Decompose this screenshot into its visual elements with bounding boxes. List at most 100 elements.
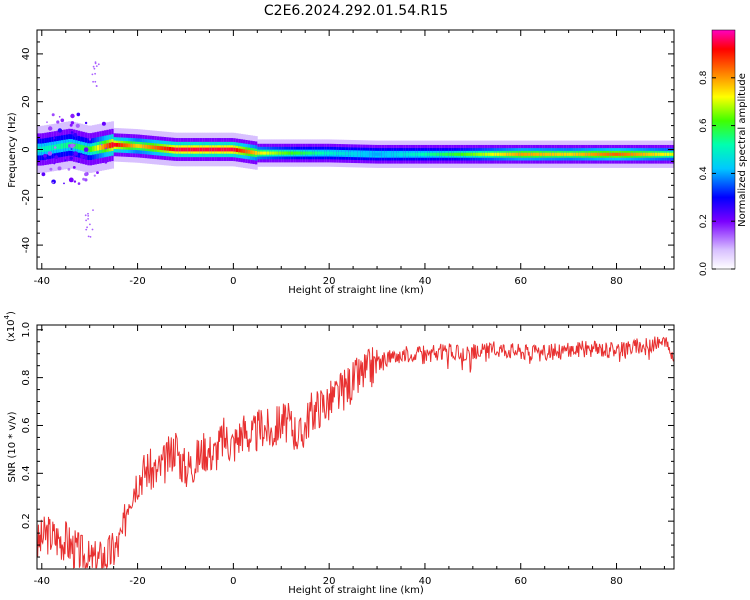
spectrogram-speckle (73, 151, 78, 156)
snr-ticks: -40 -20 0 20 40 60 80 0.2 0.4 0.6 0.8 1.0 (21, 322, 674, 587)
spectrogram-cell (137, 144, 141, 148)
spectrogram-speckle (56, 120, 60, 124)
spectrogram-cell (616, 152, 620, 156)
spectrogram-speckle (77, 182, 81, 185)
y-tick-label: 1.0 (21, 322, 32, 338)
spectrogram-cell (106, 143, 110, 149)
spectrogram-cell (401, 152, 404, 156)
spectrogram-speckle (92, 80, 94, 83)
spectrogram-cell (575, 152, 579, 156)
spectrogram-cell (513, 152, 517, 156)
spectrogram-cell (65, 142, 69, 149)
spectrogram-cell (647, 152, 651, 156)
spectrogram-cell (46, 145, 50, 152)
spectrogram-speckle (88, 138, 92, 141)
spectrogram-cell (645, 152, 649, 156)
spectrogram-cell (199, 147, 203, 152)
x-tick-label: -20 (129, 576, 145, 587)
y-tick-label: 0.2 (21, 513, 32, 529)
spectrogram-cell (532, 152, 536, 156)
spectrogram-cell (185, 147, 189, 152)
spectrogram-speckle (64, 159, 67, 162)
spectrogram-cell (120, 143, 124, 148)
spectrogram-cell (420, 152, 423, 156)
spectrogram-cell (434, 152, 438, 156)
spectrogram-cell (116, 142, 119, 147)
spectrogram-cell (87, 146, 91, 152)
snr-series-line (37, 336, 674, 569)
spectrogram-cell (44, 146, 47, 152)
spectrogram-speckle (80, 152, 82, 155)
spectrogram-cell (451, 152, 455, 156)
spectrogram-cell (41, 146, 45, 152)
spectrogram-cell (559, 152, 562, 156)
spectrogram-cell (594, 152, 598, 156)
spectrogram-cell (669, 152, 672, 156)
spectrogram-cell (94, 145, 98, 151)
spectrogram-cell (214, 147, 217, 152)
spectrogram-cell (190, 147, 194, 152)
spectrogram-speckle (51, 113, 55, 117)
spectrogram-cell (417, 152, 421, 156)
spectrogram-cell (312, 151, 316, 155)
spectrogram-cell (664, 152, 668, 156)
spectrogram-cell (666, 152, 670, 156)
snr-multiplier: (x104) (3, 311, 17, 342)
spectrogram-speckle (52, 137, 56, 140)
spectrogram-cell (520, 152, 524, 156)
spectrogram-speckle (89, 236, 92, 238)
spectrogram-cell (245, 149, 249, 154)
spectrogram-cell (523, 152, 526, 156)
x-tick-label: 20 (323, 576, 336, 587)
spectrogram-speckle (67, 167, 71, 171)
spectrogram-cell (389, 152, 392, 156)
spectrogram-cell (259, 151, 263, 155)
spectrogram-cell (602, 152, 605, 156)
spectrogram-panel: -40 -20 0 20 40 60 80 -40 -20 0 20 40 Height of str… (7, 29, 675, 296)
spectrogram-cell (96, 145, 100, 151)
spectrogram-cell (427, 152, 431, 156)
spectrogram-speckle (70, 121, 75, 125)
spectrogram-cell (561, 152, 565, 156)
spectrogram-cell (554, 152, 558, 156)
snr-ylabel: SNR (10 * v/v) (7, 411, 18, 482)
spectrogram-speckle (95, 85, 98, 87)
spectrogram-cell (487, 152, 490, 156)
x-tick-label: 60 (514, 576, 527, 587)
spectrogram-cell (503, 152, 507, 156)
spectrogram-cell (544, 152, 548, 156)
spectrogram-cell (468, 152, 471, 156)
spectrogram-cell (568, 152, 572, 156)
spectrogram-cell (104, 143, 107, 150)
spectrogram-speckle (91, 228, 94, 231)
spectrogram-speckle (53, 162, 56, 165)
spectrogram-cell (336, 151, 340, 155)
spectrogram-cell (77, 144, 81, 150)
spectrogram-cell (175, 147, 179, 152)
spectrogram-cell (288, 151, 292, 155)
spectrogram-cell (92, 146, 95, 152)
y-tick-label: 0 (21, 146, 32, 152)
spectrogram-cell (429, 152, 433, 156)
spectrogram-cell (144, 144, 148, 149)
spectrogram-speckle (70, 143, 75, 148)
spectrogram-cell (290, 151, 294, 155)
spectrogram-cell (439, 152, 443, 156)
spectrogram-cell (360, 152, 364, 156)
spectrogram-cell (551, 152, 555, 156)
spectrogram-cell (254, 150, 258, 155)
x-tick-label: -40 (34, 576, 50, 587)
spectrogram-cell (180, 147, 184, 152)
spectrogram-cell (592, 152, 596, 156)
x-tick-label: -20 (129, 276, 145, 287)
spectrogram-cell (118, 143, 122, 147)
spectrogram-speckle (105, 147, 107, 150)
spectrogram-speckle (43, 157, 47, 161)
spectrogram-cell (283, 151, 287, 155)
spectrogram-cell (549, 152, 553, 156)
spectrogram-speckle (63, 182, 65, 185)
spectrogram-speckle (89, 223, 91, 226)
spectrogram-cell (654, 152, 658, 156)
spectrogram-cell (341, 151, 344, 155)
spectrogram-cell (446, 152, 450, 156)
